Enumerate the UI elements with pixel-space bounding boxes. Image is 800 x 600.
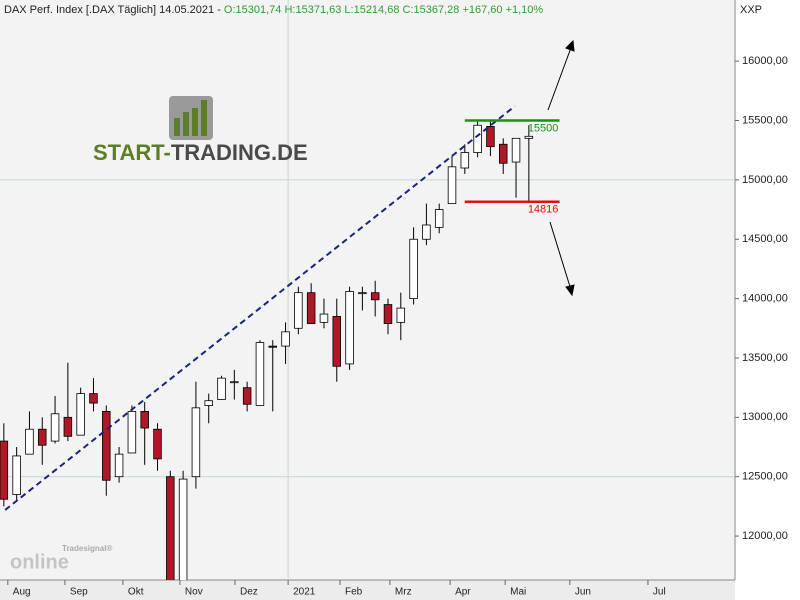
- x-tick-label: Aug: [13, 587, 31, 598]
- y-tick-label: 12500,00: [742, 471, 788, 483]
- candle-body: [498, 143, 508, 164]
- candle-body: [0, 440, 9, 500]
- arrow: [549, 221, 572, 291]
- candle-body: [191, 407, 201, 478]
- logo-bar: [174, 118, 180, 136]
- candle-body: [255, 342, 265, 406]
- candle-body: [166, 476, 175, 580]
- arrow-head: [565, 39, 575, 52]
- x-tick-label: Feb: [345, 587, 363, 598]
- x-tick-label: Jun: [575, 587, 591, 598]
- candle-body: [524, 135, 534, 139]
- candle-body: [434, 209, 444, 228]
- candle-body: [217, 377, 226, 400]
- candle-body: [230, 381, 239, 384]
- plot: [0, 105, 534, 580]
- logo-bar: [201, 100, 207, 136]
- y-tick-label: 13000,00: [742, 411, 788, 423]
- y-axis-area: [735, 0, 800, 600]
- logo-bar: [192, 108, 198, 136]
- candle-body: [460, 152, 470, 169]
- y-tick-label: 13500,00: [742, 352, 788, 364]
- candle-body: [153, 428, 162, 460]
- trendline: [4, 105, 516, 511]
- level-label: 15500: [528, 122, 559, 134]
- x-tick-label: Sep: [70, 587, 88, 598]
- y-tick-label: 14000,00: [742, 293, 788, 305]
- logo-bar: [183, 112, 189, 136]
- candle-body: [50, 413, 60, 442]
- header-ohlc: O:15301,74 H:15371,63 L:15214,68 C:15367…: [224, 4, 543, 16]
- candle-body: [281, 331, 290, 347]
- header: DAX Perf. Index [.DAX Täglich] 14.05.202…: [4, 4, 543, 16]
- arrow-head: [565, 284, 575, 297]
- y-tick-label: 12000,00: [742, 530, 788, 542]
- y-tick-label: 14500,00: [742, 233, 788, 245]
- x-tick-label: Jul: [653, 587, 666, 598]
- x-tick-label: Mai: [510, 587, 526, 598]
- x-tick-label: Apr: [455, 587, 471, 598]
- candle-body: [332, 316, 342, 367]
- plot-background: [0, 0, 735, 580]
- candle-body: [383, 304, 393, 324]
- logo-part: START-: [93, 140, 171, 165]
- candle-body: [204, 400, 213, 406]
- y-tick-label: 15500,00: [742, 114, 788, 126]
- x-tick-label: Mrz: [395, 587, 412, 598]
- logo: START-TRADING.DE: [93, 96, 308, 165]
- watermark-word: online: [10, 551, 69, 573]
- logo-text: START-TRADING.DE: [93, 140, 308, 165]
- x-tick-label: Okt: [128, 587, 144, 598]
- candle-body: [102, 411, 111, 481]
- candle-body: [114, 453, 124, 478]
- x-tick-label: Nov: [185, 587, 203, 598]
- arrows: [547, 39, 575, 297]
- candle-body: [268, 345, 277, 348]
- candle-body: [38, 428, 47, 446]
- candle-body: [140, 411, 149, 429]
- candle-body: [396, 307, 406, 323]
- candle-body: [294, 292, 303, 329]
- header-title: DAX Perf. Index [.DAX Täglich] 14.05.202…: [4, 4, 221, 16]
- candle-body: [473, 124, 482, 153]
- candle-body: [306, 292, 316, 324]
- x-axis-area: [0, 580, 735, 600]
- candle-body: [242, 387, 252, 405]
- candle-body: [422, 224, 431, 240]
- candle-body: [370, 292, 380, 301]
- watermark: Tradesignal® online: [10, 544, 112, 573]
- x-tick-label: Dez: [240, 587, 258, 598]
- candle-body: [127, 411, 137, 454]
- arrow: [547, 44, 573, 111]
- candle-body: [447, 166, 457, 205]
- candle-body: [63, 416, 73, 437]
- y-tick-label: 15000,00: [742, 174, 788, 186]
- candle-body: [345, 291, 354, 365]
- watermark-brand: Tradesignal®: [62, 544, 112, 553]
- y-tick-label: 16000,00: [742, 55, 788, 67]
- logo-part: TRADING.DE: [171, 140, 308, 165]
- candle-body: [178, 478, 188, 580]
- candle-body: [89, 393, 98, 404]
- corner-label: XXP: [740, 4, 762, 16]
- candle-body: [486, 126, 495, 148]
- candle-body: [76, 393, 85, 436]
- candle-body: [358, 292, 367, 295]
- x-tick-label: 2021: [293, 587, 316, 598]
- candle-body: [409, 238, 418, 300]
- level-label: 14816: [528, 204, 559, 216]
- candle-body: [25, 428, 34, 455]
- candle-body: [12, 455, 21, 495]
- candle-body: [319, 313, 329, 323]
- candle-body: [511, 137, 521, 163]
